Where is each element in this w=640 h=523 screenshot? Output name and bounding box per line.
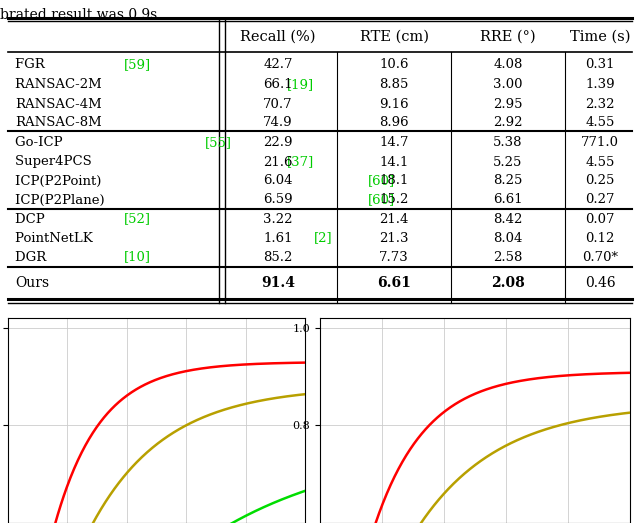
Text: 6.61: 6.61 bbox=[493, 194, 523, 207]
Text: DCP [52]: DCP [52] bbox=[15, 212, 76, 225]
Text: 21.6: 21.6 bbox=[263, 155, 292, 168]
Text: Ours: Ours bbox=[15, 276, 49, 290]
Text: 8.85: 8.85 bbox=[380, 78, 409, 92]
Text: 0.31: 0.31 bbox=[585, 59, 615, 72]
Text: 1.61: 1.61 bbox=[263, 232, 292, 244]
Text: 4.08: 4.08 bbox=[493, 59, 523, 72]
Text: [19]: [19] bbox=[287, 78, 314, 92]
Text: DCP: DCP bbox=[15, 212, 49, 225]
Text: 2.32: 2.32 bbox=[585, 97, 615, 110]
Text: 42.7: 42.7 bbox=[263, 59, 292, 72]
Text: [60]: [60] bbox=[368, 175, 395, 188]
Text: 3.22: 3.22 bbox=[263, 212, 292, 225]
Text: PointNetLK: PointNetLK bbox=[15, 232, 97, 244]
Text: Recall (%): Recall (%) bbox=[240, 29, 316, 43]
Text: Super4PCS [37]: Super4PCS [37] bbox=[15, 155, 124, 168]
Text: 5.38: 5.38 bbox=[493, 137, 523, 150]
Text: PointNetLK [2]: PointNetLK [2] bbox=[15, 232, 116, 244]
Text: RTE (cm): RTE (cm) bbox=[360, 29, 429, 43]
Text: 2.58: 2.58 bbox=[493, 251, 523, 264]
Text: 0.07: 0.07 bbox=[585, 212, 615, 225]
Text: RANSAC-4M: RANSAC-4M bbox=[15, 97, 102, 110]
Text: 2.92: 2.92 bbox=[493, 117, 523, 130]
Text: 0.12: 0.12 bbox=[586, 232, 614, 244]
Text: 8.96: 8.96 bbox=[379, 117, 409, 130]
Text: [55]: [55] bbox=[205, 137, 232, 150]
Text: 21.4: 21.4 bbox=[380, 212, 409, 225]
Text: 6.04: 6.04 bbox=[263, 175, 292, 188]
Text: [59]: [59] bbox=[124, 59, 150, 72]
Text: 6.61: 6.61 bbox=[377, 276, 411, 290]
Text: 6.59: 6.59 bbox=[263, 194, 293, 207]
Text: brated result was 0.9s.: brated result was 0.9s. bbox=[0, 8, 161, 22]
Text: Super4PCS: Super4PCS bbox=[15, 155, 96, 168]
Text: 74.9: 74.9 bbox=[263, 117, 293, 130]
Text: 0.70*: 0.70* bbox=[582, 251, 618, 264]
Text: 66.1: 66.1 bbox=[263, 78, 293, 92]
Text: 7.73: 7.73 bbox=[379, 251, 409, 264]
Text: [60]: [60] bbox=[368, 194, 395, 207]
Text: 8.04: 8.04 bbox=[493, 232, 523, 244]
Text: 771.0: 771.0 bbox=[581, 137, 619, 150]
Text: 2.08: 2.08 bbox=[491, 276, 525, 290]
Text: 85.2: 85.2 bbox=[263, 251, 292, 264]
Text: 0.46: 0.46 bbox=[585, 276, 615, 290]
Text: [2]: [2] bbox=[314, 232, 332, 244]
Text: DGR [10]: DGR [10] bbox=[15, 251, 77, 264]
Text: RRE (°): RRE (°) bbox=[480, 29, 536, 43]
Text: 2.95: 2.95 bbox=[493, 97, 523, 110]
Text: 91.4: 91.4 bbox=[261, 276, 295, 290]
Text: 70.7: 70.7 bbox=[263, 97, 293, 110]
Text: [52]: [52] bbox=[124, 212, 150, 225]
Text: 5.25: 5.25 bbox=[493, 155, 523, 168]
Text: 22.9: 22.9 bbox=[263, 137, 292, 150]
Text: 14.1: 14.1 bbox=[380, 155, 409, 168]
Text: [37]: [37] bbox=[287, 155, 314, 168]
Text: ICP(P2Plane): ICP(P2Plane) bbox=[15, 194, 109, 207]
Text: 4.55: 4.55 bbox=[586, 117, 614, 130]
Text: FGR [59]: FGR [59] bbox=[15, 59, 76, 72]
Text: [10]: [10] bbox=[124, 251, 150, 264]
Text: Go-ICP [55]: Go-ICP [55] bbox=[15, 137, 94, 150]
Text: FGR: FGR bbox=[15, 59, 49, 72]
Text: 15.2: 15.2 bbox=[380, 194, 409, 207]
Text: 0.27: 0.27 bbox=[585, 194, 615, 207]
Text: 14.7: 14.7 bbox=[380, 137, 409, 150]
Text: 18.1: 18.1 bbox=[380, 175, 409, 188]
Text: Go-ICP: Go-ICP bbox=[15, 137, 67, 150]
Text: 4.55: 4.55 bbox=[586, 155, 614, 168]
Text: 0.25: 0.25 bbox=[586, 175, 614, 188]
Text: RANSAC-2M: RANSAC-2M bbox=[15, 78, 106, 92]
Text: ICP(P2Point): ICP(P2Point) bbox=[15, 175, 106, 188]
Text: 3.00: 3.00 bbox=[493, 78, 523, 92]
Text: 1.39: 1.39 bbox=[585, 78, 615, 92]
Text: RANSAC-2M [19]: RANSAC-2M [19] bbox=[15, 78, 133, 92]
Text: RANSAC-8M: RANSAC-8M bbox=[15, 117, 102, 130]
Text: DGR: DGR bbox=[15, 251, 51, 264]
Text: 10.6: 10.6 bbox=[380, 59, 409, 72]
Text: 9.16: 9.16 bbox=[379, 97, 409, 110]
Text: 8.42: 8.42 bbox=[493, 212, 523, 225]
Text: Time (s): Time (s) bbox=[570, 29, 630, 43]
Text: ICP(P2Plane) [60]: ICP(P2Plane) [60] bbox=[15, 194, 136, 207]
Text: ICP(P2Point) [60]: ICP(P2Point) [60] bbox=[15, 175, 132, 188]
Text: 21.3: 21.3 bbox=[380, 232, 409, 244]
Text: 8.25: 8.25 bbox=[493, 175, 523, 188]
